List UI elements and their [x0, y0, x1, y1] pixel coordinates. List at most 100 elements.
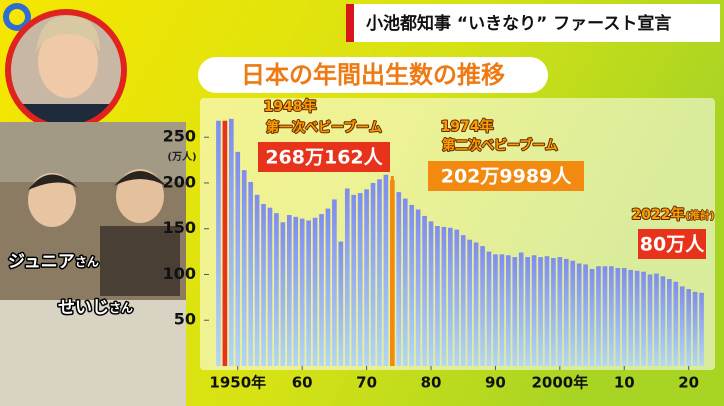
- bar: [486, 251, 492, 366]
- annotation-year: 1948年: [264, 98, 317, 115]
- bar: [654, 273, 659, 366]
- bar: [634, 270, 640, 366]
- bar: [480, 246, 485, 366]
- bar: [505, 255, 511, 366]
- bar: [699, 292, 704, 366]
- bar: [357, 193, 363, 366]
- bar: [325, 208, 331, 366]
- bar: [428, 221, 434, 366]
- bar: [248, 182, 253, 366]
- bar: [235, 151, 241, 366]
- bar: [402, 198, 408, 366]
- annotation-text: (推計): [685, 209, 714, 222]
- table: [0, 300, 186, 406]
- annotation-value: 202万9989人: [441, 166, 573, 188]
- y-tick-label: 100: [163, 264, 196, 283]
- bar: [667, 279, 672, 366]
- bar: [538, 257, 543, 366]
- x-tick-label: 20: [678, 374, 699, 392]
- x-tick-label: 70: [356, 374, 377, 392]
- kid-body: [100, 226, 180, 296]
- bar: [531, 255, 537, 366]
- bar: [686, 289, 691, 366]
- bar: [216, 120, 221, 366]
- bar: [499, 254, 505, 366]
- annotation-value: 268万162人: [265, 147, 383, 169]
- bar: [563, 258, 569, 366]
- kid-hair: [28, 174, 78, 190]
- bar: [299, 218, 305, 366]
- bar: [364, 189, 369, 366]
- bar: [544, 256, 550, 366]
- annotation-year: 1974年: [441, 118, 494, 135]
- chart-title: 日本の年間出生数の推移: [241, 61, 505, 89]
- bar: [241, 170, 247, 366]
- x-tick-label: 90: [485, 374, 506, 392]
- bar: [293, 216, 299, 366]
- bar: [267, 207, 273, 366]
- y-tick-label: 50: [174, 310, 196, 329]
- bar: [512, 257, 518, 366]
- face: [38, 26, 98, 98]
- annotation-box: [428, 161, 584, 191]
- x-tick-label: 1950年: [209, 374, 266, 392]
- bar: [679, 286, 685, 366]
- hair: [36, 15, 100, 52]
- bar: [254, 194, 260, 366]
- bar: [583, 264, 588, 366]
- bar: [467, 239, 472, 366]
- bar: [628, 269, 634, 366]
- bar: [589, 268, 595, 366]
- portrait: [8, 12, 124, 128]
- bar: [493, 254, 498, 366]
- bar: [261, 204, 266, 366]
- bar: [692, 291, 698, 366]
- x-tick-label: 80: [421, 374, 442, 392]
- bar: [286, 214, 292, 366]
- plot: 50 100 150 200 250 1950年 60 70 80 90 2000年 10 20 1948…: [163, 97, 716, 392]
- bar: [383, 174, 389, 366]
- bar: [673, 281, 679, 366]
- annotation-text: 第二次ベビーブーム: [442, 138, 558, 154]
- y-tick-label: 250: [163, 127, 196, 146]
- bar: [422, 215, 427, 366]
- annotation-year: 2022年: [632, 206, 685, 223]
- bar: [551, 258, 556, 366]
- bar: [609, 266, 614, 366]
- photo-label: せいじさん: [58, 298, 133, 318]
- x-tick-label: 10: [614, 374, 635, 392]
- bar: [576, 263, 582, 366]
- bar: [377, 179, 382, 366]
- y-tick-label: 200: [163, 172, 196, 191]
- bar: [370, 182, 376, 366]
- bar: [435, 225, 440, 366]
- bar: [344, 188, 350, 366]
- header-accent: [346, 4, 354, 42]
- bar: [280, 222, 286, 366]
- x-tick-label: 2000年: [531, 374, 588, 392]
- bar: [351, 194, 357, 366]
- annotation-text: 第一次ベビーブーム: [266, 120, 382, 136]
- photo-label: ジュニアさん: [8, 252, 99, 272]
- bar: [615, 268, 621, 366]
- x-tick-label: 60: [292, 374, 313, 392]
- kid-face: [28, 173, 76, 227]
- bar: [312, 217, 318, 366]
- photo-wall: [0, 122, 186, 182]
- annotation-box: [258, 142, 390, 172]
- bar: [641, 271, 646, 366]
- bar: [602, 266, 608, 366]
- bar: [306, 220, 311, 366]
- y-tick-label: 150: [163, 218, 196, 237]
- bar: [448, 227, 453, 366]
- bar: [621, 268, 627, 366]
- bar: [557, 257, 563, 366]
- bar: [647, 274, 653, 366]
- annotation-value: 80万人: [640, 234, 705, 256]
- logo-inner: [9, 9, 25, 25]
- bar: [454, 229, 460, 366]
- bar: [596, 266, 601, 366]
- bar: [338, 241, 344, 366]
- bar: [525, 257, 530, 366]
